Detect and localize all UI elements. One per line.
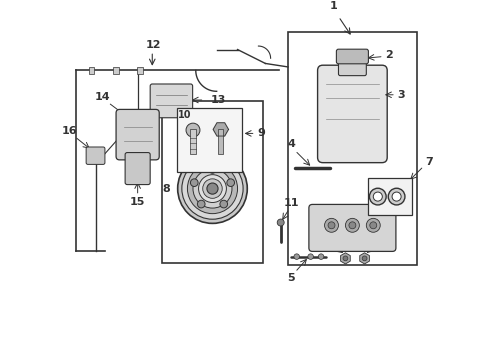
Text: 16: 16 (61, 126, 77, 136)
Circle shape (193, 169, 231, 208)
Circle shape (185, 123, 200, 137)
FancyBboxPatch shape (338, 58, 366, 76)
Circle shape (391, 192, 400, 201)
Text: 2: 2 (384, 50, 392, 60)
Circle shape (345, 219, 359, 232)
Circle shape (372, 192, 382, 201)
Circle shape (369, 188, 386, 205)
Circle shape (362, 256, 366, 261)
Text: 4: 4 (287, 139, 295, 149)
Bar (88, 67, 94, 74)
Bar (218, 129, 223, 154)
Bar (190, 129, 195, 154)
Bar (113, 67, 118, 74)
Text: 7: 7 (424, 157, 432, 167)
Text: 9: 9 (256, 129, 264, 138)
Bar (367, 178, 411, 215)
Circle shape (366, 219, 380, 232)
Bar (177, 108, 241, 172)
Circle shape (206, 183, 218, 194)
FancyBboxPatch shape (317, 65, 386, 163)
FancyBboxPatch shape (125, 153, 150, 185)
Text: 3: 3 (397, 90, 404, 100)
Circle shape (203, 179, 222, 198)
Circle shape (226, 179, 234, 186)
Text: 11: 11 (283, 198, 298, 208)
Text: 1: 1 (329, 1, 336, 10)
FancyBboxPatch shape (150, 84, 192, 118)
Text: 8: 8 (162, 184, 169, 194)
Polygon shape (213, 123, 228, 136)
Text: 6: 6 (320, 233, 328, 243)
Text: 6: 6 (379, 233, 387, 243)
Circle shape (327, 222, 334, 229)
Bar (162, 101, 263, 262)
Bar (287, 32, 416, 265)
Text: 14: 14 (95, 91, 110, 102)
Circle shape (387, 188, 404, 205)
Circle shape (277, 219, 284, 226)
Circle shape (177, 154, 247, 224)
FancyBboxPatch shape (336, 49, 367, 64)
Text: 5: 5 (287, 273, 295, 283)
Circle shape (369, 222, 376, 229)
Circle shape (197, 200, 204, 208)
Circle shape (342, 256, 347, 261)
Bar (137, 67, 142, 74)
Circle shape (324, 219, 338, 232)
Text: 10: 10 (177, 110, 191, 120)
Circle shape (190, 179, 198, 186)
Text: 15: 15 (130, 197, 145, 207)
Circle shape (348, 222, 355, 229)
Circle shape (198, 175, 226, 203)
Circle shape (187, 163, 237, 213)
FancyBboxPatch shape (308, 204, 395, 251)
FancyBboxPatch shape (116, 109, 159, 160)
FancyBboxPatch shape (86, 147, 105, 165)
Circle shape (182, 158, 243, 219)
Circle shape (208, 166, 216, 173)
Circle shape (307, 254, 313, 260)
Text: 13: 13 (210, 95, 225, 105)
Circle shape (293, 254, 299, 260)
Circle shape (220, 200, 227, 208)
Circle shape (318, 254, 323, 260)
Text: 12: 12 (145, 40, 161, 50)
